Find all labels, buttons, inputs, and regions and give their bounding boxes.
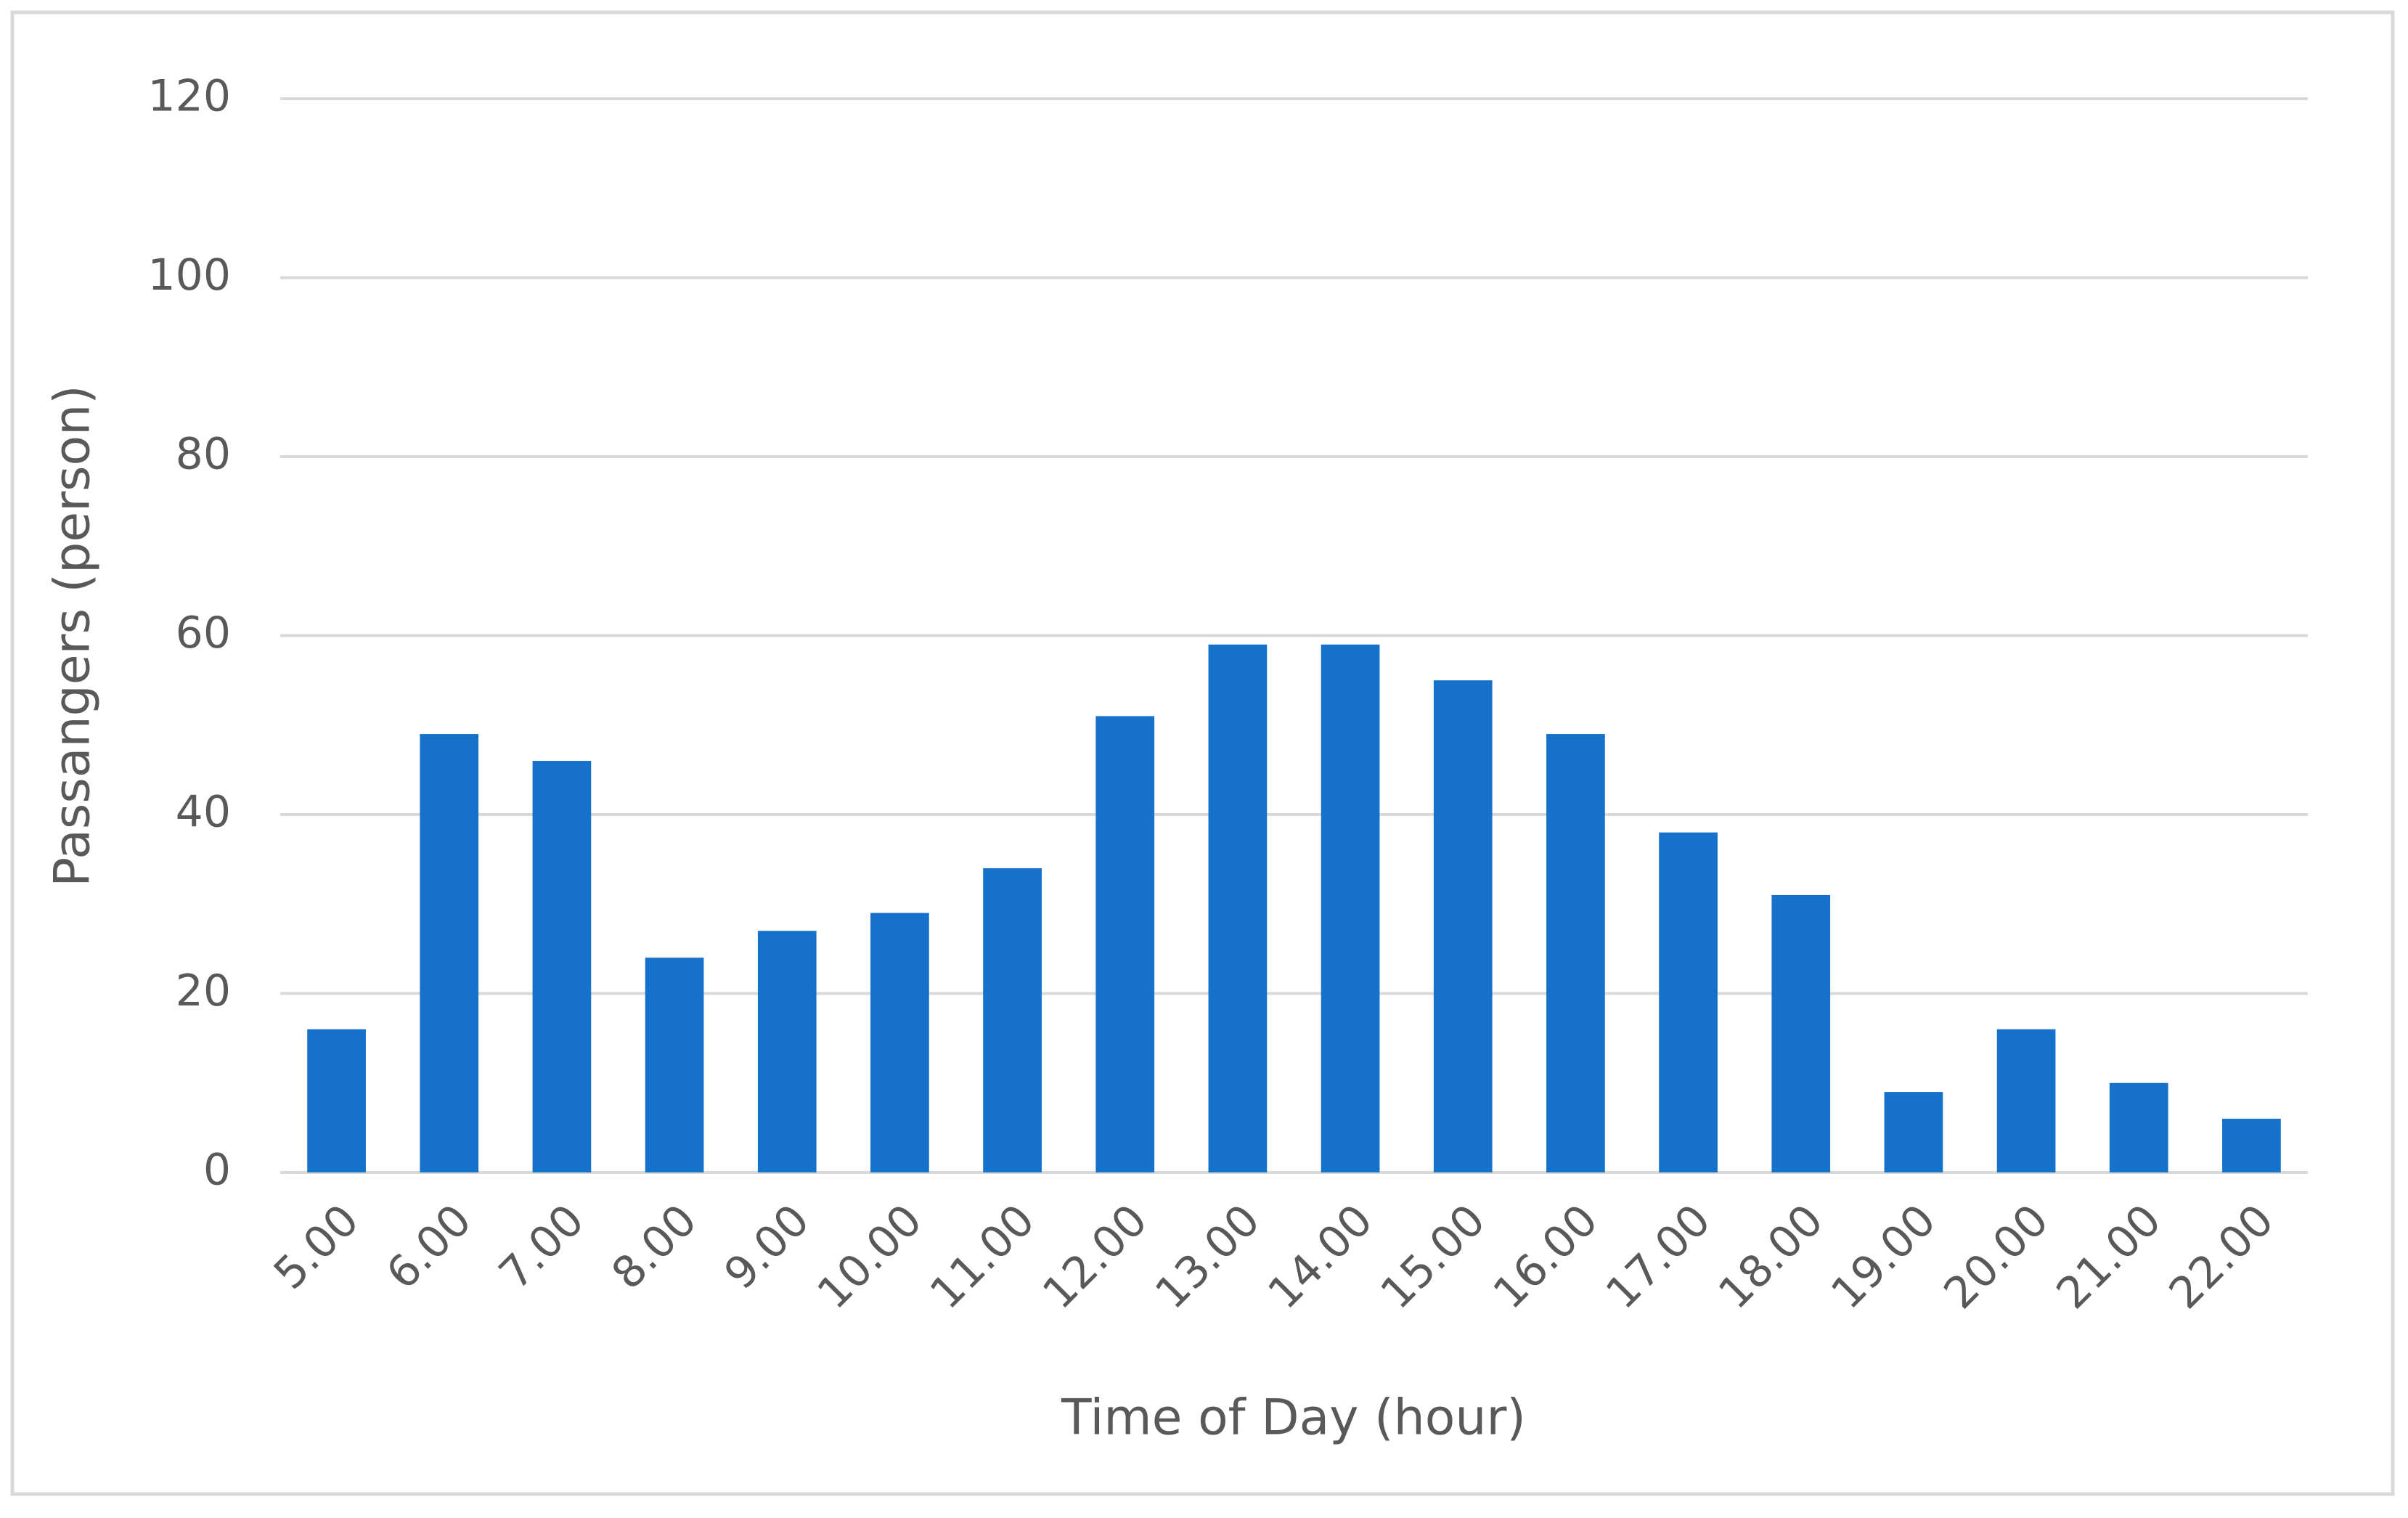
bar	[532, 761, 592, 1172]
bar	[1321, 644, 1380, 1172]
bar	[2109, 1082, 2168, 1172]
bar	[757, 931, 817, 1172]
bar	[645, 958, 704, 1172]
y-axis-title: Passangers (person)	[44, 385, 102, 886]
y-tick-label: 40	[176, 787, 231, 838]
bar	[1546, 734, 1605, 1172]
y-tick-label: 0	[203, 1145, 231, 1196]
y-tick-label: 100	[147, 250, 231, 301]
bar	[1208, 644, 1268, 1172]
bar	[870, 913, 929, 1172]
bar	[2222, 1119, 2281, 1172]
bar	[1996, 1029, 2056, 1172]
bar	[307, 1029, 366, 1172]
y-tick-label: 120	[147, 71, 231, 122]
bar	[1433, 680, 1493, 1172]
bar	[420, 734, 479, 1172]
chart-border	[10, 10, 2395, 1496]
bar	[1659, 832, 1718, 1172]
bar	[983, 868, 1042, 1172]
bar	[1884, 1092, 1943, 1172]
y-tick-label: 60	[176, 608, 231, 658]
bar	[1771, 894, 1831, 1172]
x-axis-title: Time of Day (hour)	[1061, 1390, 1526, 1447]
y-tick-label: 20	[176, 966, 231, 1016]
y-tick-label: 80	[176, 429, 231, 480]
bar	[1095, 716, 1155, 1172]
